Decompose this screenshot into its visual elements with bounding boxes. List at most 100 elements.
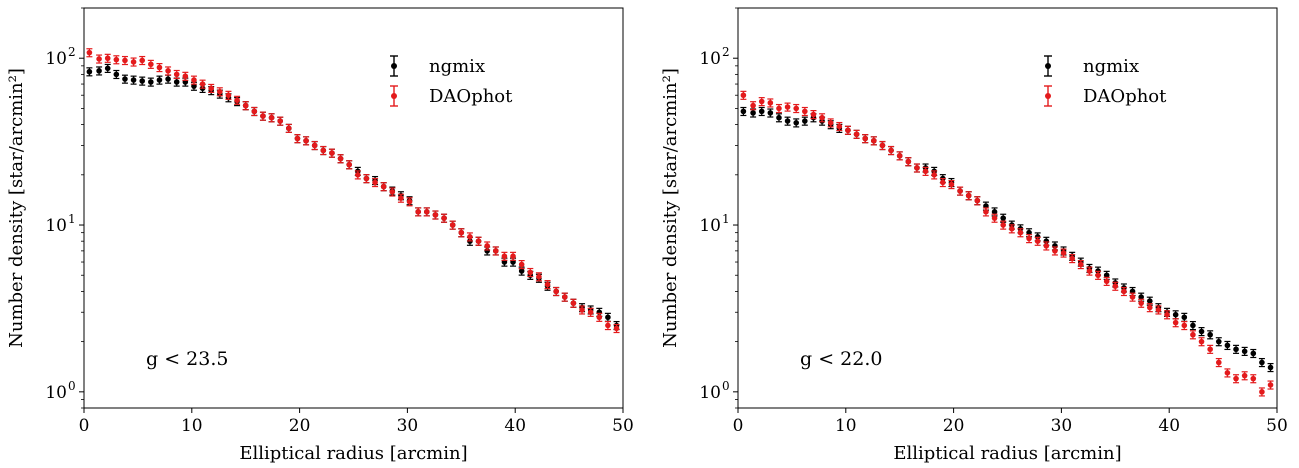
data-point	[329, 150, 335, 156]
x-tick-label: 0	[733, 416, 744, 436]
data-point	[1009, 225, 1015, 232]
data-point	[389, 189, 396, 195]
x-tick-label: 10	[181, 416, 203, 436]
data-point	[1138, 300, 1144, 306]
x-tick-label: 50	[1266, 416, 1288, 436]
y-tick-label: 10	[699, 383, 721, 403]
data-point	[853, 131, 860, 138]
data-point	[1095, 272, 1101, 279]
data-point	[802, 118, 808, 124]
data-point	[1267, 382, 1274, 388]
data-point	[1241, 372, 1248, 379]
data-point	[905, 158, 912, 165]
data-point	[518, 268, 525, 274]
data-point	[449, 222, 456, 228]
x-tick-label: 0	[79, 416, 90, 436]
legend-label: ngmix	[1083, 56, 1139, 77]
data-point	[251, 108, 258, 115]
data-point	[122, 57, 128, 64]
data-point	[1198, 328, 1205, 335]
data-point	[234, 97, 240, 104]
data-point	[896, 153, 903, 159]
data-point	[320, 147, 327, 154]
data-point	[1155, 307, 1162, 313]
x-axis-label: Elliptical radius [arcmin]	[893, 443, 1121, 464]
data-point	[1250, 350, 1257, 357]
data-point	[122, 76, 128, 82]
data-point	[740, 108, 747, 115]
data-point	[1121, 288, 1127, 295]
data-point	[570, 300, 577, 306]
data-point	[1129, 294, 1136, 300]
data-point	[208, 85, 215, 92]
y-tick-exponent: 0	[68, 379, 76, 393]
data-point	[1207, 331, 1213, 338]
data-point	[104, 55, 111, 62]
series-ngmix	[740, 106, 1274, 373]
data-point	[458, 229, 465, 236]
x-tick-label: 10	[835, 416, 857, 436]
data-point	[758, 98, 765, 105]
x-tick-label: 40	[504, 416, 526, 436]
data-point	[1198, 338, 1205, 345]
data-point	[991, 215, 998, 221]
data-point	[784, 118, 791, 124]
data-point	[182, 73, 189, 80]
data-point	[922, 168, 929, 175]
data-point	[104, 65, 111, 72]
y-axis-label: Number density [star/arcmin²]	[6, 68, 27, 348]
data-point	[139, 57, 146, 64]
data-point	[1138, 294, 1144, 300]
data-point	[311, 142, 318, 149]
y-tick-exponent: 1	[722, 212, 730, 226]
data-point	[1207, 346, 1213, 353]
y-tick-exponent: 2	[722, 45, 730, 59]
data-point	[156, 77, 163, 83]
data-point	[914, 165, 920, 171]
data-point	[1043, 238, 1050, 244]
data-point	[767, 110, 774, 116]
data-point	[1215, 338, 1222, 345]
data-point	[750, 110, 756, 116]
data-point	[148, 61, 154, 68]
data-point	[1017, 229, 1024, 236]
data-point	[1224, 342, 1231, 349]
data-point	[819, 114, 825, 121]
legend: ngmix DAOphot	[390, 55, 513, 107]
data-point	[441, 215, 447, 221]
legend-label: ngmix	[429, 56, 485, 77]
data-point	[793, 105, 800, 112]
data-point	[1026, 235, 1032, 242]
data-point	[1181, 314, 1188, 321]
data-point	[1259, 389, 1265, 395]
data-point	[776, 105, 782, 112]
data-point	[845, 127, 851, 134]
data-point	[1000, 222, 1006, 228]
data-point	[1086, 268, 1093, 274]
data-point	[1069, 255, 1075, 262]
legend-marker	[1045, 63, 1051, 69]
data-point	[1052, 248, 1058, 254]
data-point	[750, 102, 756, 109]
data-point	[148, 79, 154, 85]
y-tick-label: 10	[699, 216, 721, 236]
data-point	[303, 137, 309, 144]
y-tick-label: 10	[45, 216, 67, 236]
data-point	[398, 195, 404, 201]
data-point	[1241, 348, 1248, 355]
data-point	[286, 125, 292, 132]
data-point	[605, 314, 611, 321]
data-point	[113, 56, 120, 63]
data-point	[1233, 346, 1239, 353]
data-point	[199, 81, 206, 87]
data-point	[346, 161, 352, 168]
data-point	[1259, 359, 1265, 366]
data-point	[1103, 272, 1110, 279]
data-point	[415, 209, 421, 215]
data-point	[1267, 364, 1274, 371]
data-point	[113, 71, 120, 78]
data-point	[827, 120, 834, 126]
data-point	[130, 59, 137, 65]
